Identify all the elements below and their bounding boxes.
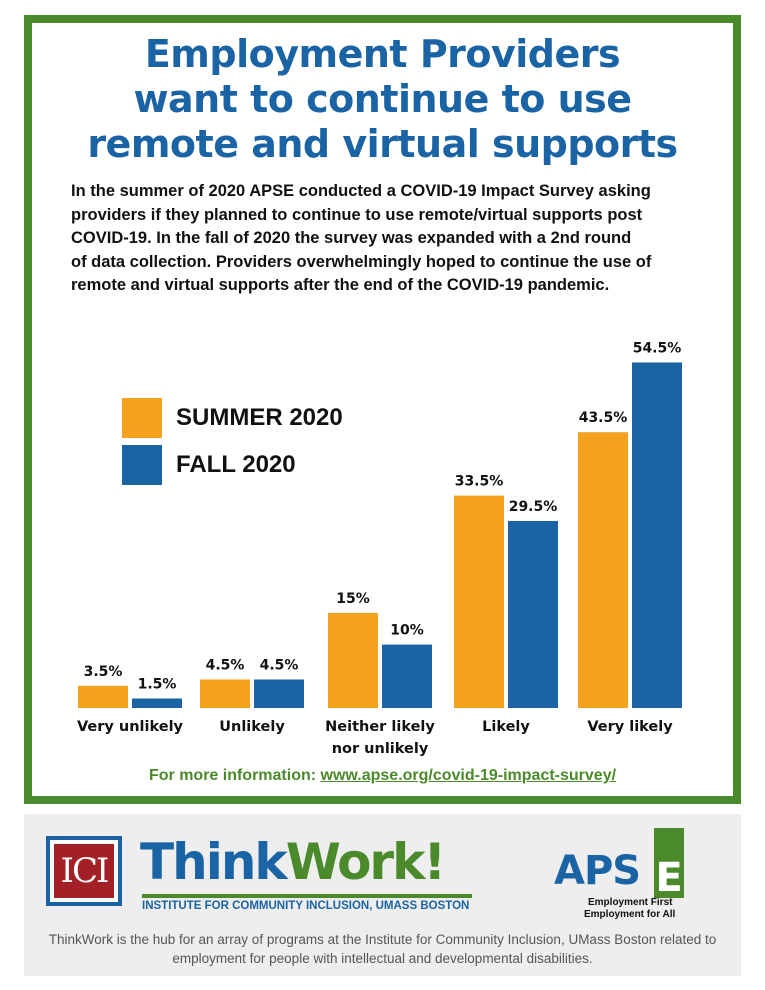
page-title: Employment Providers want to continue to… [0, 32, 765, 167]
ici-logo-mark: ICI [54, 844, 114, 898]
bar-value-label: 4.5% [260, 657, 299, 673]
x-tick-label: Neither likely [325, 719, 435, 735]
bar-summer [200, 679, 250, 708]
legend-swatch-fall [122, 445, 162, 485]
intro-line: remote and virtual supports after the en… [71, 276, 610, 294]
bar-value-label: 4.5% [206, 657, 245, 673]
more-info-prefix: For more information: [148, 767, 321, 784]
survey-link[interactable]: www.apse.org/covid-19-impact-survey/ [320, 767, 617, 784]
apse-tagline-2: Employment for All [584, 909, 676, 920]
bar-value-label: 1.5% [138, 676, 177, 692]
bar-fall [508, 520, 558, 708]
bar-summer [328, 612, 378, 708]
x-tick-label: Very unlikely [77, 719, 184, 735]
x-tick-label: nor unlikely [332, 741, 429, 757]
thinkwork-subtitle: INSTITUTE FOR COMMUNITY INCLUSION, UMASS… [142, 894, 472, 912]
bar-fall [132, 698, 182, 708]
bar-fall [254, 679, 304, 708]
bar-value-label: 54.5% [633, 340, 682, 356]
intro-line: providers if they planned to continue to… [71, 205, 643, 224]
apse-logo-word: APS [554, 848, 641, 894]
legend-swatch-summer [122, 398, 162, 438]
bar-fall [632, 362, 682, 708]
legend-label-summer: SUMMER 2020 [176, 404, 343, 431]
footer-panel: ICI ThinkWork! INSTITUTE FOR COMMUNITY I… [24, 814, 741, 976]
footer-description-line: ThinkWork is the hub for an array of pro… [48, 932, 717, 947]
legend-label-fall: FALL 2020 [176, 451, 296, 478]
bar-value-label: 43.5% [579, 410, 628, 426]
x-tick-label: Very likely [587, 719, 673, 735]
bar-value-label: 15% [336, 591, 370, 607]
bar-value-label: 3.5% [84, 664, 123, 680]
ici-logo: ICI [46, 836, 122, 906]
title-line-1: Employment Providers [144, 32, 621, 76]
more-info-line: For more information: www.apse.org/covid… [0, 767, 765, 785]
legend-item-summer: SUMMER 2020 [122, 398, 343, 438]
intro-line: In the summer of 2020 APSE conducted a C… [71, 182, 651, 200]
footer-description-line: employment for people with intellectual … [172, 951, 593, 966]
legend-item-fall: FALL 2020 [122, 445, 296, 485]
thinkwork-logo-work: Work! [285, 833, 446, 891]
bar-value-label: 33.5% [455, 474, 504, 490]
title-line-2: want to continue to use [133, 77, 632, 121]
bar-fall [382, 644, 432, 708]
bar-value-label: 10% [390, 623, 424, 639]
thinkwork-logo-think: Think [140, 833, 288, 891]
apse-logo: E APS Employment First Employment for Al… [554, 826, 694, 920]
bar-summer [78, 685, 128, 708]
title-line-3: remote and virtual supports [87, 122, 678, 166]
intro-line: COVID-19. In the fall of 2020 the survey… [71, 229, 632, 247]
bar-chart: 3.5% 1.5% Very unlikely 4.5% 4.5% Unlikely 15%… [77, 340, 682, 757]
bar-summer [578, 432, 628, 708]
intro-paragraph: In the summer of 2020 APSE conducted a C… [71, 180, 711, 298]
apse-tagline-1: Employment First [588, 897, 673, 908]
thinkwork-logo: ThinkWork! [140, 833, 446, 891]
x-tick-label: Unlikely [219, 719, 285, 735]
intro-line: of data collection. Providers overwhelmi… [71, 252, 652, 271]
footer-description: ThinkWork is the hub for an array of pro… [44, 930, 721, 968]
bar-summer [454, 495, 504, 708]
x-tick-label: Likely [482, 719, 530, 735]
bar-value-label: 29.5% [509, 499, 558, 515]
apse-logo-number-mark: E [654, 828, 684, 901]
